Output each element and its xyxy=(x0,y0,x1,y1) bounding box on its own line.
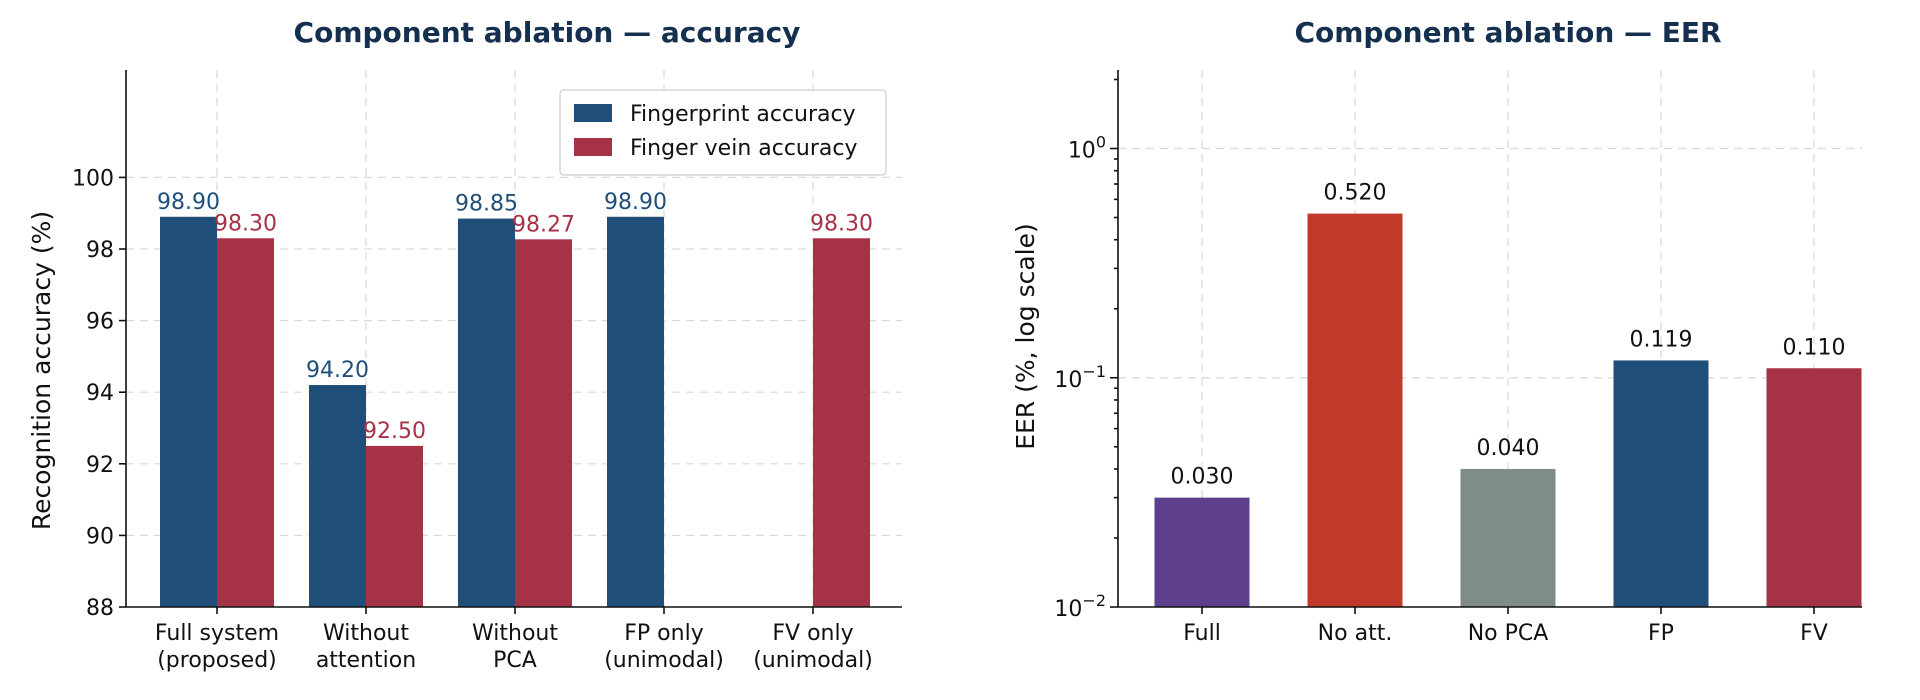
x-tick-label: No PCA xyxy=(1468,621,1549,646)
eer-bar xyxy=(1307,213,1403,608)
x-tick-label: (proposed) xyxy=(157,648,277,673)
y-tick-label: 94 xyxy=(86,381,114,406)
eer-bar xyxy=(1766,368,1862,607)
accuracy-bar-fingerprint xyxy=(309,385,366,607)
accuracy-bar-finger-vein xyxy=(515,239,572,608)
x-tick-label: PCA xyxy=(493,648,537,673)
accuracy-data-label: 98.30 xyxy=(214,211,277,236)
legend-entry: Fingerprint accuracy xyxy=(630,102,856,127)
x-tick-label: attention xyxy=(316,648,416,673)
legend: Fingerprint accuracy Finger vein accuracy xyxy=(559,89,887,176)
accuracy-bar-fingerprint xyxy=(458,218,515,607)
y-tick-label: 88 xyxy=(86,596,114,621)
eer-bar xyxy=(1460,468,1556,607)
eer-data-label: 0.040 xyxy=(1477,436,1540,461)
y-tick-label: 10−1 xyxy=(1054,362,1106,393)
x-tick-label: FV xyxy=(1800,621,1828,646)
accuracy-data-label: 94.20 xyxy=(306,358,369,383)
y-tick-label: 90 xyxy=(86,524,114,549)
legend-entry: Finger vein accuracy xyxy=(630,136,858,161)
eer-chart: Component ablation — EER 0.030 0.520 0.040 0… xyxy=(1011,16,1862,646)
x-tick-label: FP only xyxy=(624,621,703,646)
accuracy-data-label: 92.50 xyxy=(363,419,426,444)
accuracy-bar-finger-vein xyxy=(366,445,423,607)
y-tick-label: 100 xyxy=(1068,133,1106,164)
x-tick-label: Without xyxy=(472,621,558,646)
x-tick-label: Full xyxy=(1183,621,1221,646)
eer-bar xyxy=(1613,360,1709,607)
accuracy-bar-finger-vein xyxy=(217,238,274,607)
x-tick-label: FP xyxy=(1648,621,1674,646)
accuracy-data-label: 98.27 xyxy=(512,212,575,237)
x-tick-label: No att. xyxy=(1318,621,1393,646)
accuracy-bar-finger-vein xyxy=(813,238,870,607)
y-tick-label: 100 xyxy=(72,166,114,191)
eer-data-label: 0.520 xyxy=(1324,181,1387,206)
y-tick-label: 96 xyxy=(86,310,114,335)
x-tick-label: FV only xyxy=(772,621,853,646)
accuracy-data-label: 98.90 xyxy=(157,190,220,215)
eer-data-label: 0.119 xyxy=(1630,327,1693,352)
accuracy-data-label: 98.90 xyxy=(604,190,667,215)
eer-chart-title: Component ablation — EER xyxy=(1294,16,1721,49)
eer-bar xyxy=(1154,497,1250,607)
x-tick-label: Full system xyxy=(155,621,279,646)
y-tick-label: 10−2 xyxy=(1054,591,1106,622)
accuracy-bar-fingerprint xyxy=(607,216,664,607)
legend-swatch xyxy=(574,138,612,156)
x-tick-label: (unimodal) xyxy=(753,648,873,673)
y-tick-label: 92 xyxy=(86,453,114,478)
x-tick-label: Without xyxy=(323,621,409,646)
accuracy-data-label: 98.85 xyxy=(455,192,518,217)
accuracy-chart-title: Component ablation — accuracy xyxy=(294,16,801,49)
accuracy-bar-fingerprint xyxy=(160,216,217,607)
eer-data-label: 0.030 xyxy=(1171,465,1234,490)
y-tick-label: 98 xyxy=(86,238,114,263)
x-tick-label: (unimodal) xyxy=(604,648,724,673)
accuracy-chart: Component ablation — accuracy 98.90 94.20 9… xyxy=(27,16,902,673)
legend-box xyxy=(559,89,887,176)
legend-swatch xyxy=(574,104,612,122)
accuracy-data-label: 98.30 xyxy=(810,211,873,236)
eer-data-label: 0.110 xyxy=(1783,335,1846,360)
y-axis-label: EER (%, log scale) xyxy=(1011,223,1040,450)
y-axis-label: Recognition accuracy (%) xyxy=(27,211,56,530)
